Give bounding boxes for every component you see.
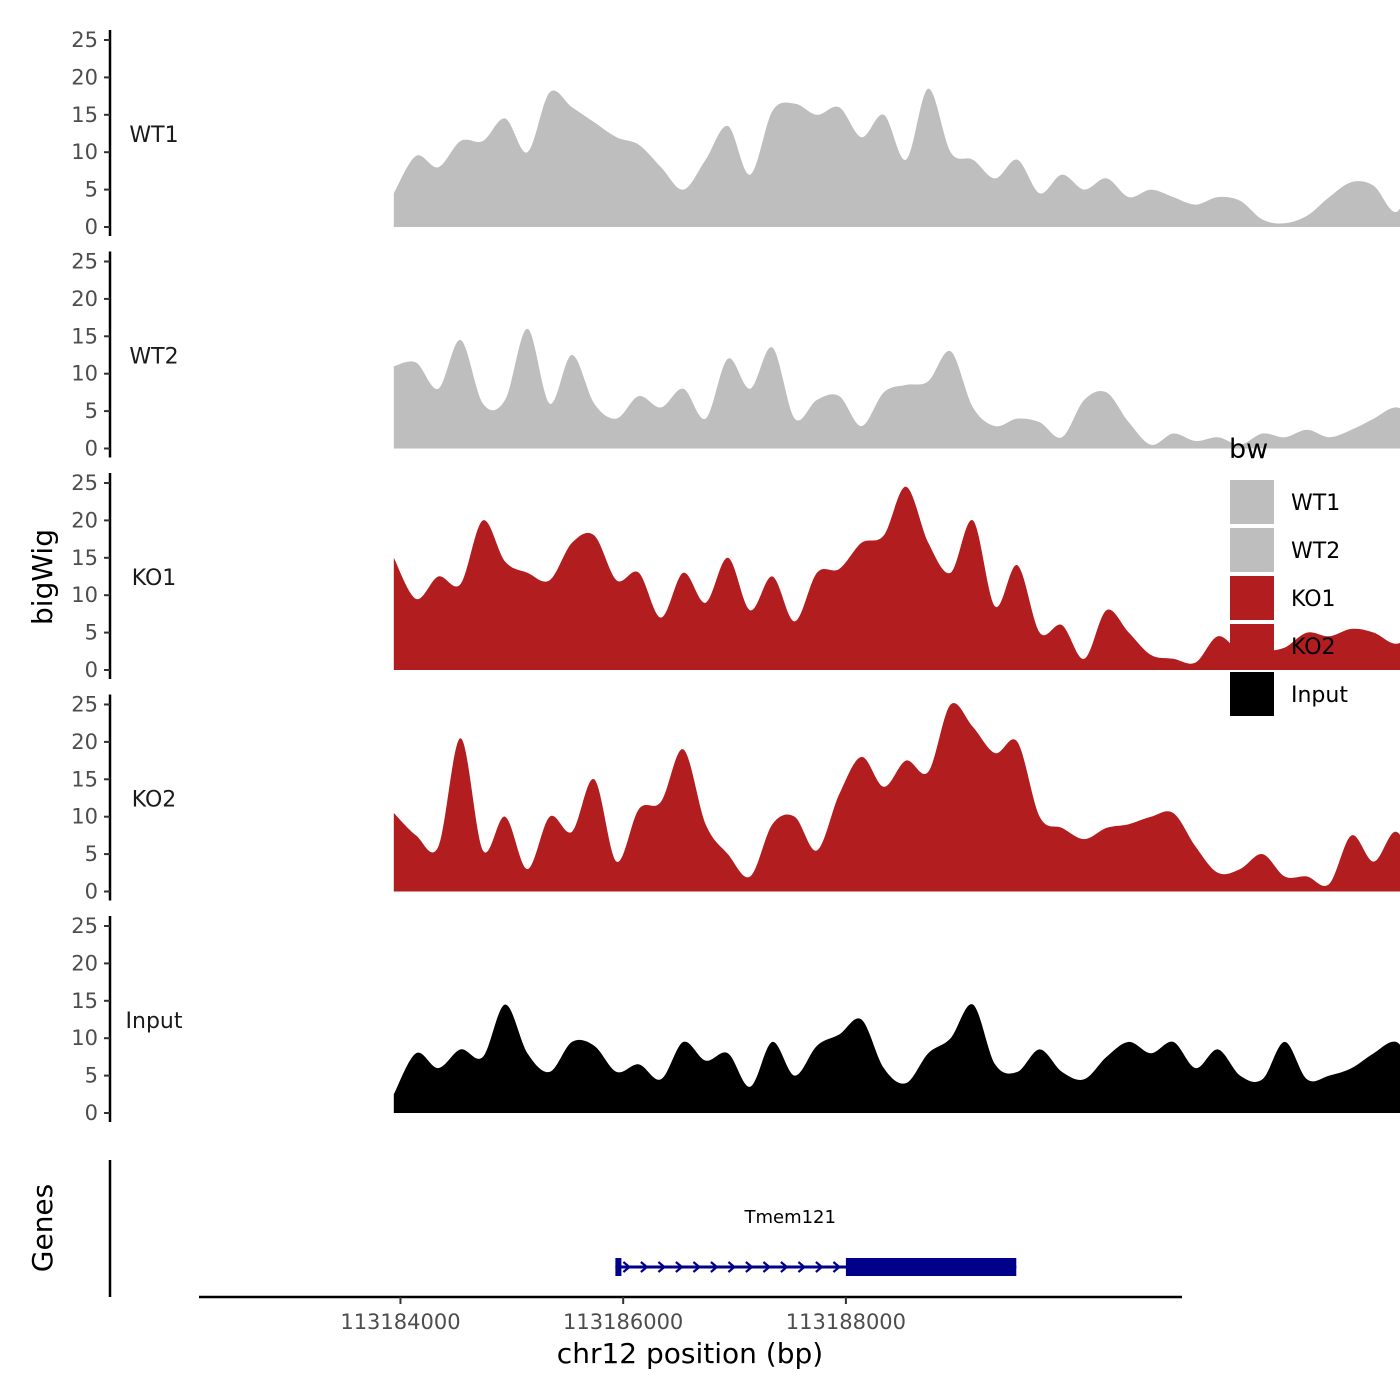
area-wt2: [393, 328, 1400, 449]
legend-swatch-wt1: [1230, 480, 1274, 524]
x-tick-label: 113188000: [786, 1310, 906, 1334]
gene-name-label: Tmem121: [743, 1207, 836, 1228]
legend-label-ko2: KO2: [1291, 635, 1336, 660]
y-tick-label: 0: [85, 880, 98, 904]
track-wt2: 0 5 10 15 20 25 WT2: [71, 250, 1400, 461]
area-ko1: [393, 486, 1400, 670]
y-tick-label: 25: [71, 28, 98, 52]
y-tick-label: 20: [71, 951, 98, 975]
y-tick-label: 10: [71, 140, 98, 164]
y-tick-label: 10: [71, 805, 98, 829]
y-tick-label: 15: [71, 767, 98, 791]
y-tick-label: 15: [71, 103, 98, 127]
track-label: KO1: [132, 566, 177, 591]
track-label: Input: [126, 1009, 183, 1034]
y-tick-label: 5: [85, 399, 98, 423]
y-tick-label: 25: [71, 693, 98, 717]
area-wt1: [393, 88, 1400, 227]
strand-arrow: [675, 1261, 684, 1273]
strand-arrow: [832, 1261, 842, 1273]
track-wt1: 0 5 10 15 20 25 WT1: [71, 28, 1400, 239]
strand-arrow: [797, 1261, 807, 1273]
y-axis-title: bigWig: [26, 529, 59, 625]
strand-arrow: [692, 1261, 702, 1273]
strand-arrow: [762, 1261, 772, 1273]
y-tick-label: 0: [85, 437, 98, 461]
strand-arrow: [622, 1261, 632, 1273]
legend: bw WT1 WT2 KO1 KO2 Input: [1229, 434, 1348, 716]
strand-arrow: [745, 1261, 754, 1273]
strand-arrow: [815, 1261, 824, 1273]
x-axis: 113184000 113186000 113188000: [199, 1295, 1182, 1334]
y-tick-label: 5: [85, 621, 98, 645]
y-tick-label: 5: [85, 178, 98, 202]
area-ko2: [393, 702, 1400, 892]
y-tick-label: 20: [71, 65, 98, 89]
y-tick-label: 15: [71, 324, 98, 348]
legend-swatch-ko2: [1230, 624, 1274, 668]
track-label: WT1: [129, 123, 178, 148]
x-axis-title: chr12 position (bp): [557, 1337, 823, 1370]
track-ko1: 0 5 10 15 20 25 KO1: [71, 471, 1400, 682]
strand-arrow: [780, 1261, 789, 1273]
y-tick-label: 5: [85, 842, 98, 866]
y-tick-label: 20: [71, 508, 98, 532]
y-tick-label: 20: [71, 287, 98, 311]
x-tick-label: 113186000: [563, 1310, 683, 1334]
track-ko2: 0 5 10 15 20 25 KO2: [71, 693, 1400, 904]
y-tick-label: 10: [71, 362, 98, 386]
y-tick-label: 0: [85, 658, 98, 682]
track-input: 0 5 10 15 20 25 Input: [71, 914, 1400, 1125]
y-tick-label: 0: [85, 215, 98, 239]
legend-label-ko1: KO1: [1291, 587, 1336, 612]
legend-label-wt2: WT2: [1291, 539, 1340, 564]
legend-title: bw: [1229, 434, 1268, 465]
area-input: [393, 1004, 1400, 1113]
y-tick-label: 10: [71, 583, 98, 607]
track-label: KO2: [132, 788, 177, 813]
genes-axis-title: Genes: [26, 1184, 59, 1272]
strand-arrow: [640, 1261, 649, 1273]
legend-swatch-wt2: [1230, 528, 1274, 572]
legend-label-wt1: WT1: [1291, 491, 1340, 516]
y-tick-label: 25: [71, 471, 98, 495]
strand-arrow: [657, 1261, 667, 1273]
y-tick-label: 25: [71, 914, 98, 938]
legend-label-input: Input: [1291, 683, 1348, 708]
legend-swatch-input: [1230, 672, 1274, 716]
track-label: WT2: [129, 345, 178, 370]
strand-arrow: [710, 1261, 719, 1273]
gene-panel: Tmem121: [108, 1160, 1017, 1297]
strand-arrow: [727, 1261, 737, 1273]
y-tick-label: 25: [71, 250, 98, 274]
signal-tracks: 0510152025WT10510152025WT20510152025KO10…: [71, 28, 1400, 1125]
x-tick-label: 113184000: [340, 1310, 460, 1334]
y-tick-label: 15: [71, 989, 98, 1013]
gene-exon: [845, 1258, 1017, 1276]
y-tick-label: 20: [71, 730, 98, 754]
y-tick-label: 15: [71, 546, 98, 570]
y-tick-label: 10: [71, 1026, 98, 1050]
legend-swatch-ko1: [1230, 576, 1274, 620]
y-tick-label: 5: [85, 1064, 98, 1088]
gene-exon: [615, 1258, 622, 1276]
y-tick-label: 0: [85, 1101, 98, 1125]
